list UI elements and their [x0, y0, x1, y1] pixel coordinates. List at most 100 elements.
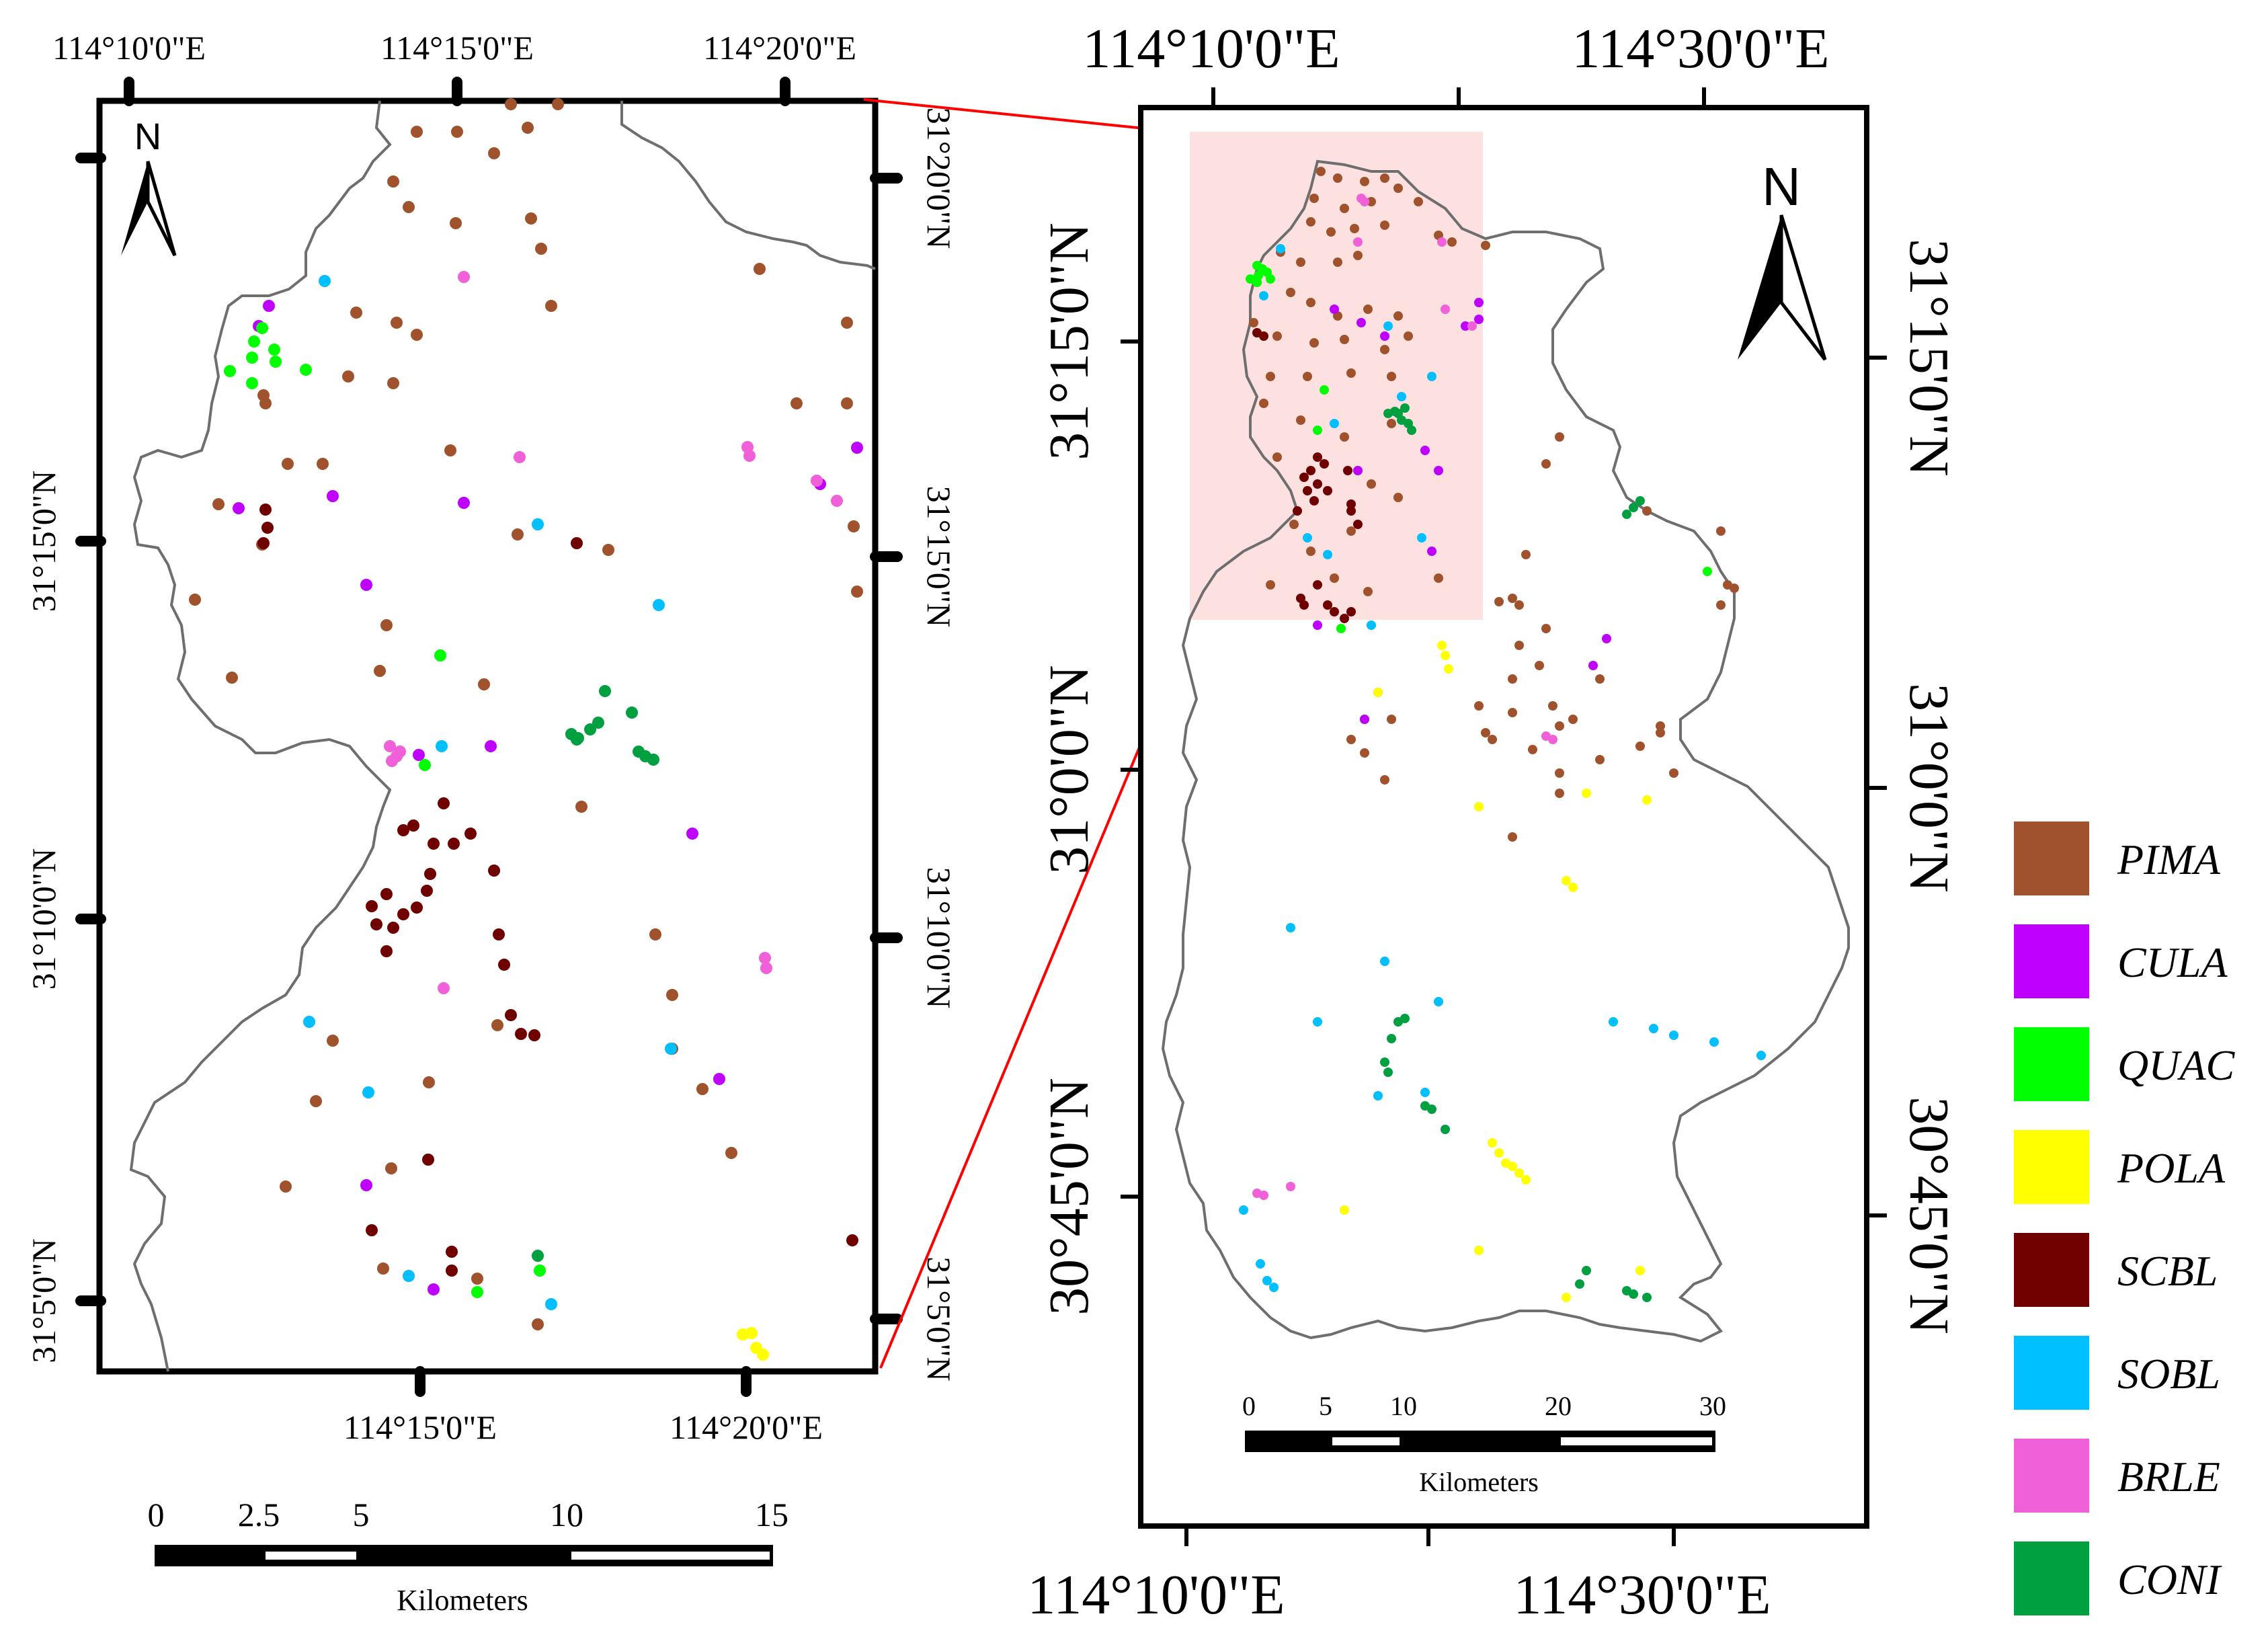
- legend-item: QUAC: [2014, 1027, 2236, 1101]
- sample-point-pima: [1414, 197, 1423, 206]
- sample-point-scbl: [424, 868, 436, 880]
- sample-point-quac: [270, 356, 282, 368]
- legend-swatch-scbl: [2014, 1233, 2089, 1307]
- sample-point-pima: [1350, 224, 1359, 233]
- sample-point-brle: [394, 746, 406, 758]
- left-scale-tick-2: 5: [353, 1496, 370, 1533]
- sample-point-pima: [1393, 311, 1403, 321]
- sample-point-cula: [1356, 318, 1366, 327]
- legend-label-quac: QUAC: [2117, 1041, 2236, 1089]
- sample-point-scbl: [1306, 466, 1315, 475]
- sample-point-quac: [246, 377, 258, 389]
- sample-point-pima: [1669, 768, 1678, 778]
- sample-point-pima: [374, 665, 386, 677]
- sample-point-coni: [1622, 510, 1631, 519]
- sample-point-pima: [1363, 305, 1373, 314]
- sample-point-pima: [257, 389, 270, 401]
- sample-point-pima: [1360, 177, 1369, 186]
- sample-point-pola: [1642, 795, 1652, 805]
- sample-point-pima: [1555, 789, 1564, 798]
- sample-point-pima: [1309, 338, 1319, 348]
- sample-point-pima: [725, 1147, 737, 1159]
- sample-point-coni: [647, 754, 659, 766]
- sample-point-cula: [1474, 298, 1484, 307]
- sample-point-pima: [491, 1019, 503, 1031]
- sample-point-cula: [1434, 466, 1443, 475]
- left-bottom-ticks: [415, 1366, 752, 1397]
- sample-point-scbl: [1313, 479, 1322, 489]
- left-right-ticks: [870, 173, 903, 1324]
- legend-label-coni: CONI: [2117, 1556, 2222, 1603]
- left-sample-points: [189, 98, 863, 1361]
- sample-point-pima: [1635, 742, 1645, 751]
- sample-point-pima: [545, 300, 557, 312]
- sample-point-pima: [282, 458, 294, 470]
- sample-point-sobl: [303, 1016, 315, 1028]
- sample-point-pima: [450, 217, 462, 229]
- sample-point-pima: [1541, 459, 1551, 469]
- sample-point-pola: [757, 1349, 769, 1361]
- sample-point-scbl: [1299, 473, 1309, 482]
- sample-point-pima: [1730, 584, 1739, 593]
- sample-point-brle: [1467, 321, 1477, 331]
- sample-point-sobl: [545, 1298, 557, 1310]
- legend-swatch-pola: [2014, 1130, 2089, 1204]
- sample-point-pola: [1373, 688, 1383, 697]
- sample-point-sobl: [1276, 244, 1285, 253]
- sample-point-pima: [1272, 452, 1282, 462]
- sample-point-scbl: [380, 888, 393, 900]
- sample-point-pima: [1286, 288, 1295, 297]
- sample-point-sobl: [1303, 533, 1312, 543]
- sample-point-cula: [1380, 331, 1389, 341]
- sample-point-pima: [1309, 194, 1319, 203]
- sample-point-pima: [411, 329, 423, 341]
- legend-item: BRLE: [2014, 1439, 2220, 1513]
- sample-point-pima: [387, 377, 399, 389]
- legend-swatch-pima: [2014, 822, 2089, 895]
- right-right-lat-label-2: 31°0'0"N: [1898, 683, 1960, 893]
- sample-point-pima: [1555, 721, 1564, 731]
- sample-point-scbl: [370, 918, 382, 930]
- sample-point-pima: [1555, 768, 1564, 778]
- sample-point-pima: [1316, 167, 1326, 176]
- right-right-ticks: [1867, 356, 1887, 1217]
- sample-point-coni: [1582, 1266, 1591, 1275]
- sample-point-pima: [1481, 241, 1490, 250]
- sample-point-pima: [1289, 520, 1299, 529]
- sample-point-pima: [1474, 701, 1484, 711]
- sample-point-pima: [575, 801, 588, 813]
- sample-point-pima: [471, 1273, 483, 1285]
- sample-point-pima: [532, 1318, 544, 1330]
- sample-point-sobl: [1262, 1276, 1272, 1285]
- sample-point-brle: [438, 982, 450, 994]
- sample-point-sobl: [1323, 550, 1332, 559]
- sample-point-cula: [686, 828, 698, 840]
- sample-point-coni: [1397, 415, 1406, 425]
- sample-point-pima: [1363, 587, 1373, 596]
- legend-item: PIMA: [2014, 822, 2221, 895]
- sample-point-pima: [1568, 715, 1578, 724]
- sample-point-scbl: [1343, 466, 1352, 475]
- sample-point-pima: [1306, 547, 1315, 556]
- right-top-lon-label-1: 114°10'0"E: [1082, 17, 1340, 80]
- left-top-ticks: [124, 77, 791, 106]
- sample-point-cula: [1353, 466, 1363, 475]
- sample-point-scbl: [1340, 614, 1349, 623]
- right-scale-tick-2: 10: [1390, 1391, 1417, 1421]
- sample-point-scbl: [446, 1246, 458, 1258]
- north-arrow-icon: N: [121, 115, 177, 257]
- sample-point-sobl: [1269, 1283, 1279, 1292]
- sample-point-scbl: [1323, 600, 1332, 610]
- sample-point-scbl: [528, 1029, 540, 1041]
- sample-point-pima: [1326, 227, 1336, 237]
- sample-point-coni: [599, 685, 611, 697]
- sample-point-scbl: [1313, 580, 1322, 590]
- sample-point-pima: [1367, 479, 1376, 489]
- sample-point-pima: [1387, 372, 1396, 381]
- right-north-label: N: [1762, 157, 1801, 216]
- sample-point-pola: [1562, 876, 1571, 885]
- sample-point-pima: [1266, 372, 1275, 381]
- sample-point-pima: [1340, 335, 1349, 344]
- right-left-lat-label-1: 31°15'0"N: [1038, 223, 1100, 460]
